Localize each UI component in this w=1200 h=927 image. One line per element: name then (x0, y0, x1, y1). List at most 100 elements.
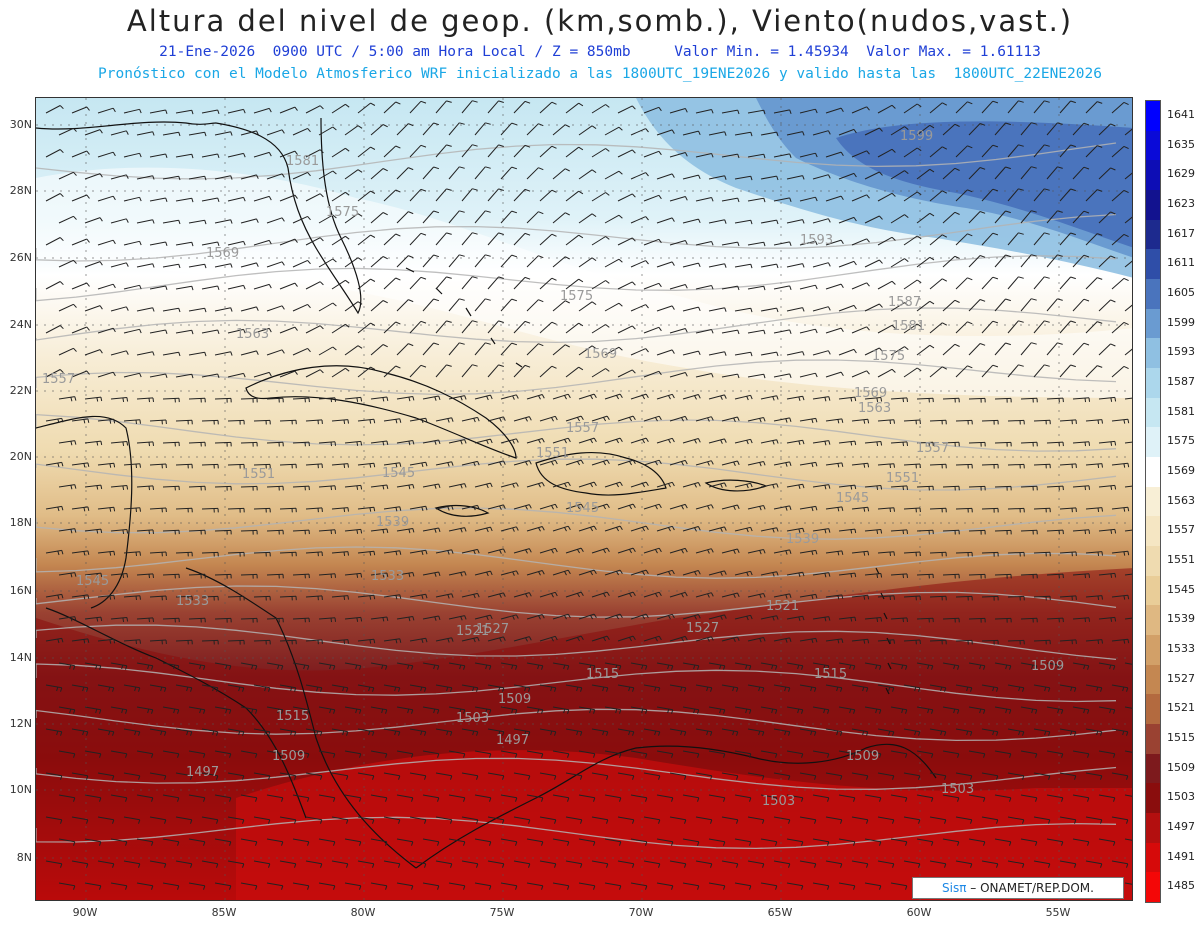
contour-label: 1557 (42, 372, 75, 387)
color-scale-label: 1503 (1167, 790, 1195, 804)
contour-label: 1503 (762, 794, 795, 809)
contour-label: 1515 (586, 667, 619, 682)
contour-label: 1521 (766, 599, 799, 614)
color-scale-bar (1145, 100, 1161, 903)
color-scale-segment (1146, 190, 1160, 221)
credit-text: – ONAMET/REP.DOM. (970, 881, 1094, 895)
lat-label-26n: 26N (9, 251, 32, 264)
contour-label: 1527 (686, 621, 719, 636)
color-scale-label: 1599 (1167, 315, 1195, 329)
color-scale-label: 1545 (1167, 582, 1195, 596)
color-scale-label: 1623 (1167, 196, 1195, 210)
map-canvas: 1599 1593 1587 1581 1581 1575 1575 1575 1569 1569… (36, 98, 1132, 900)
contour-label: 1569 (206, 246, 239, 261)
color-scale-segment (1146, 457, 1160, 488)
color-scale-segment (1146, 279, 1160, 310)
color-scale-label: 1521 (1167, 701, 1195, 715)
color-scale-segment (1146, 724, 1160, 755)
color-scale-segment (1146, 694, 1160, 725)
contour-label: 1509 (1031, 659, 1064, 674)
contour-label: 1569 (854, 386, 887, 401)
contour-label: 1563 (236, 327, 269, 342)
lat-label-18n: 18N (9, 516, 32, 529)
contour-label: 1509 (498, 692, 531, 707)
contour-label: 1557 (916, 441, 949, 456)
color-scale-segment (1146, 101, 1160, 132)
color-scale-label: 1563 (1167, 493, 1195, 507)
color-scale-label: 1641 (1167, 107, 1195, 121)
color-scale-label: 1539 (1167, 612, 1195, 626)
contour-label: 1545 (382, 466, 415, 481)
model-info-line: Pronóstico con el Modelo Atmosferico WRF… (98, 66, 1102, 82)
lat-label-20n: 20N (9, 450, 32, 463)
valid-time-line: 21-Ene-2026 0900 UTC / 5:00 am Hora Loca… (159, 44, 1041, 60)
color-scale-segment (1146, 664, 1160, 695)
color-scale-label: 1533 (1167, 641, 1195, 655)
contour-label: 1551 (242, 467, 275, 482)
credit-box: Sisπ – ONAMET/REP.DOM. (912, 877, 1124, 899)
lon-label-70w: 70W (628, 906, 654, 919)
color-scale-segment (1146, 397, 1160, 428)
lat-label-10n: 10N (9, 783, 32, 796)
color-scale-label: 1491 (1167, 849, 1195, 863)
lat-label-22n: 22N (9, 384, 32, 397)
color-scale-label: 1617 (1167, 226, 1195, 240)
lat-label-28n: 28N (9, 184, 32, 197)
color-scale-label: 1593 (1167, 345, 1195, 359)
lon-label-85w: 85W (211, 906, 237, 919)
color-scale-label: 1581 (1167, 404, 1195, 418)
contour-label: 1545 (836, 491, 869, 506)
contour-label: 1581 (892, 319, 925, 334)
contour-label: 1539 (786, 532, 819, 547)
color-scale-label: 1575 (1167, 434, 1195, 448)
color-scale-segment (1146, 338, 1160, 369)
color-scale-label: 1551 (1167, 552, 1195, 566)
color-scale-segment (1146, 635, 1160, 666)
color-scale-segment (1146, 783, 1160, 814)
lat-label-24n: 24N (9, 318, 32, 331)
contour-label: 1575 (326, 205, 359, 220)
lon-label-60w: 60W (906, 906, 932, 919)
contour-label: 1515 (814, 667, 847, 682)
color-scale-segment (1146, 605, 1160, 636)
contour-label: 1569 (584, 347, 617, 362)
color-scale-label: 1485 (1167, 879, 1195, 893)
color-scale-segment (1146, 160, 1160, 191)
lon-label-65w: 65W (767, 906, 793, 919)
color-scale-segment (1146, 427, 1160, 458)
color-scale-segment (1146, 842, 1160, 873)
forecast-map[interactable]: 1599 1593 1587 1581 1581 1575 1575 1575 1569 1569… (35, 97, 1133, 901)
color-scale-label: 1527 (1167, 671, 1195, 685)
contour-label: 1527 (476, 622, 509, 637)
color-scale-segment (1146, 575, 1160, 606)
color-scale-segment (1146, 219, 1160, 250)
contour-label: 1551 (536, 446, 569, 461)
color-scale-segment (1146, 486, 1160, 517)
contour-label: 1599 (900, 129, 933, 144)
map-title: Altura del nivel de geop. (km,somb.), Vi… (126, 4, 1074, 38)
color-scale-label: 1557 (1167, 523, 1195, 537)
contour-label: 1503 (941, 782, 974, 797)
lat-label-12n: 12N (9, 717, 32, 730)
color-scale-segment (1146, 546, 1160, 577)
lat-label-8n: 8N (16, 851, 32, 864)
color-scale-segment (1146, 308, 1160, 339)
contour-label: 1587 (888, 295, 921, 310)
contour-label: 1551 (886, 471, 919, 486)
color-scale-segment (1146, 368, 1160, 399)
lat-label-30n: 30N (9, 118, 32, 131)
contour-label: 1497 (496, 733, 529, 748)
lon-label-80w: 80W (350, 906, 376, 919)
color-scale-label: 1635 (1167, 137, 1195, 151)
contour-label: 1533 (176, 594, 209, 609)
lat-label-14n: 14N (9, 651, 32, 664)
contour-label: 1545 (566, 501, 599, 516)
contour-label: 1575 (872, 349, 905, 364)
contour-label: 1581 (286, 154, 319, 169)
contour-label: 1503 (456, 711, 489, 726)
color-scale-label: 1509 (1167, 760, 1195, 774)
color-scale-label: 1629 (1167, 167, 1195, 181)
contour-label: 1515 (276, 709, 309, 724)
color-scale-label: 1605 (1167, 285, 1195, 299)
contour-label: 1521 (456, 624, 489, 639)
